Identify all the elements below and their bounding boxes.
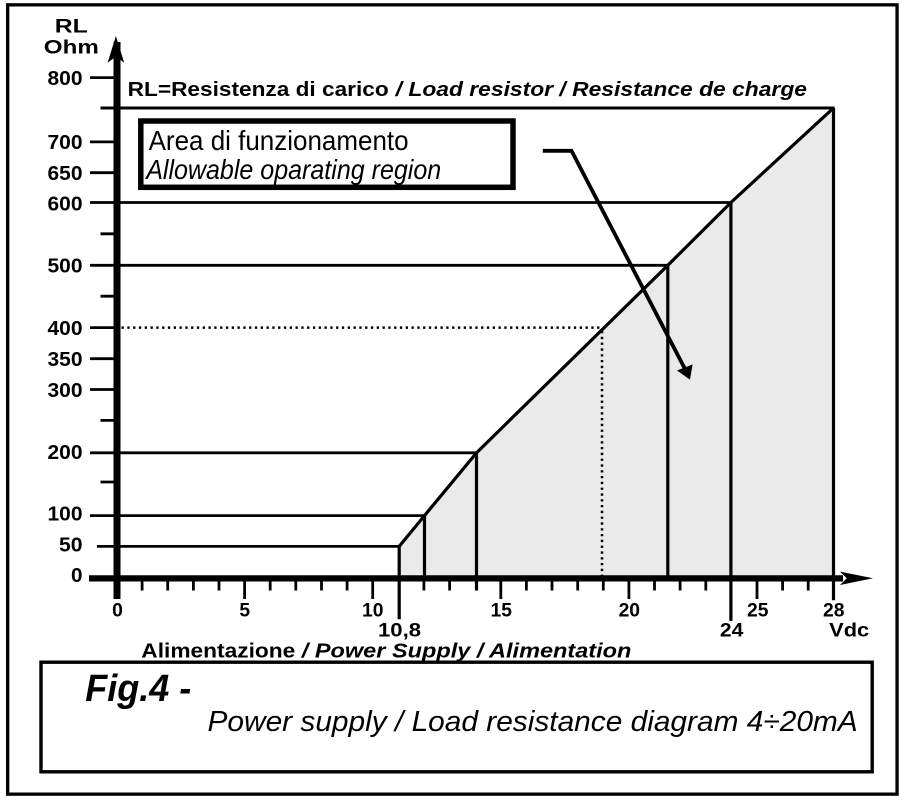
svg-text:800: 800 [48, 68, 83, 90]
svg-text:300: 300 [48, 380, 83, 402]
svg-text:600: 600 [48, 193, 83, 215]
svg-text:350: 350 [48, 349, 83, 371]
svg-text:0: 0 [71, 565, 83, 587]
svg-text:Power supply / Load resistance: Power supply / Load resistance diagram 4… [208, 706, 858, 738]
svg-text:400: 400 [48, 318, 83, 340]
svg-text:Ohm: Ohm [44, 38, 99, 59]
svg-text:100: 100 [48, 504, 83, 526]
svg-text:RL: RL [55, 16, 89, 37]
svg-text:650: 650 [48, 163, 83, 185]
svg-text:Allowable oparating region: Allowable oparating region [144, 154, 441, 185]
svg-text:5: 5 [239, 601, 250, 622]
svg-text:25: 25 [747, 601, 769, 622]
svg-text:0: 0 [112, 601, 123, 622]
svg-text:10,8: 10,8 [378, 621, 421, 642]
svg-text:15: 15 [490, 601, 512, 622]
svg-text:Alimentazione/ Power Supply /: Alimentazione / Power Supply / Alimentati… [141, 641, 631, 663]
svg-text:20: 20 [619, 601, 640, 622]
svg-text:50: 50 [59, 535, 83, 557]
svg-text:200: 200 [48, 442, 83, 464]
svg-text:Area di funzionamento: Area di funzionamento [149, 125, 409, 156]
svg-text:RL=Resistenza di carico/ Load: RL=Resistenza di carico / Load resistor /… [128, 79, 807, 101]
svg-text:10: 10 [362, 601, 383, 622]
svg-text:24: 24 [720, 621, 744, 642]
svg-text:500: 500 [48, 256, 83, 278]
svg-text:Vdc: Vdc [829, 621, 869, 642]
svg-text:28: 28 [823, 601, 845, 622]
svg-text:700: 700 [48, 132, 83, 154]
svg-text:Fig.4 -: Fig.4 - [85, 668, 191, 710]
